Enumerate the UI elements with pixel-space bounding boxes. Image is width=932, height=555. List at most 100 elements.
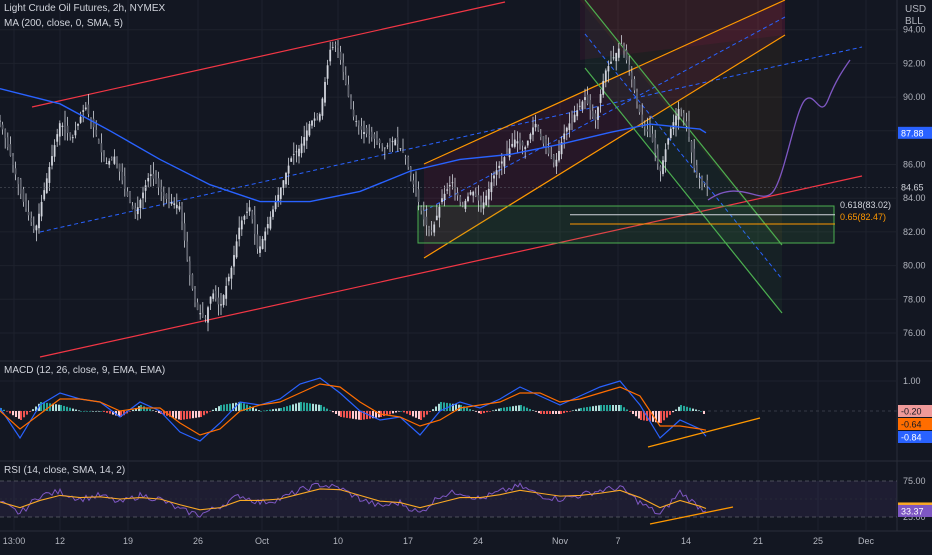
macd-histogram-bar: [255, 408, 257, 411]
candle-body: [183, 223, 186, 241]
macd-histogram-bar: [215, 408, 217, 411]
candle-body: [196, 302, 199, 310]
last-price-tag: 84.65: [901, 183, 924, 193]
candle-body: [365, 127, 368, 134]
macd-value-tag: -0.64: [901, 420, 922, 430]
candle-body: [526, 140, 529, 146]
macd-histogram-bar: [598, 405, 600, 411]
candle-body: [378, 139, 381, 144]
macd-histogram-bar: [289, 405, 291, 411]
macd-histogram-bar: [123, 411, 125, 416]
candle-body: [373, 134, 376, 139]
x-tick-label: 14: [681, 536, 691, 546]
macd-histogram-bar: [58, 404, 60, 411]
macd-histogram-bar: [238, 402, 240, 411]
candle-body: [149, 174, 152, 176]
candle-body: [339, 51, 342, 60]
macd-histogram-bar: [272, 409, 274, 411]
macd-histogram-bar: [132, 409, 134, 411]
macd-histogram-bar: [283, 407, 285, 411]
candle-body: [342, 62, 345, 72]
candle-body: [170, 201, 173, 204]
candle-body: [513, 139, 516, 147]
macd-histogram-bar: [326, 408, 328, 411]
candle-body: [95, 129, 98, 135]
macd-histogram-bar: [492, 410, 494, 411]
macd-histogram-bar: [75, 409, 77, 411]
candle-body: [131, 205, 134, 209]
candle-body: [74, 130, 77, 136]
candle-body: [35, 225, 38, 231]
candle-body: [25, 201, 27, 209]
macd-histogram-bar: [46, 402, 48, 411]
candle-body: [563, 133, 566, 140]
x-tick-label: 13:00: [3, 536, 26, 546]
candle-body: [246, 211, 248, 213]
macd-histogram-bar: [392, 411, 394, 414]
candle-body: [690, 141, 693, 153]
macd-histogram-bar: [543, 411, 545, 414]
candle-body: [69, 132, 72, 137]
macd-histogram-bar: [292, 404, 294, 411]
candle-body: [558, 151, 560, 161]
candle-body: [612, 57, 615, 59]
candle-body: [495, 170, 498, 175]
macd-histogram-bar: [260, 411, 262, 412]
rsi-ma-line: [0, 488, 707, 511]
macd-histogram-bar: [429, 411, 431, 412]
macd-histogram-bar: [555, 411, 557, 414]
candle-body: [204, 317, 207, 319]
macd-histogram-bar: [489, 411, 491, 412]
macd-histogram-bar: [515, 405, 517, 411]
macd-histogram-bar: [629, 411, 631, 412]
candle-body: [685, 121, 688, 126]
rsi-line: [0, 482, 707, 518]
candle-body: [77, 123, 79, 126]
candle-body: [144, 185, 147, 191]
macd-histogram-bar: [198, 411, 200, 418]
candle-body: [318, 114, 321, 121]
macd-histogram-bar: [12, 411, 14, 416]
macd-histogram-bar: [158, 411, 160, 414]
candle-body: [347, 84, 350, 97]
macd-histogram-bar: [43, 402, 45, 411]
macd-histogram-bar: [375, 411, 377, 418]
rsi-divergence-line: [649, 506, 734, 525]
macd-histogram-bar: [449, 403, 451, 411]
macd-histogram-bar: [606, 405, 608, 411]
macd-histogram-bar: [343, 411, 345, 418]
macd-histogram-bar: [615, 405, 617, 411]
macd-histogram-bar: [306, 402, 308, 411]
macd-histogram-bar: [483, 411, 485, 414]
candle-body: [66, 125, 69, 134]
macd-histogram-bar: [618, 405, 620, 411]
candle-body: [383, 147, 386, 149]
candle-body: [147, 177, 150, 182]
candle-body: [194, 288, 196, 303]
x-tick-label: Oct: [255, 536, 270, 546]
candle-body: [285, 172, 287, 185]
macd-histogram-bar: [172, 411, 174, 418]
macd-histogram-bar: [152, 410, 154, 411]
macd-tick-label: 1.00: [903, 376, 921, 386]
macd-histogram-bar: [129, 411, 131, 412]
macd-histogram-bar: [149, 409, 151, 411]
y-tick-label: 80.00: [903, 261, 926, 271]
macd-histogram-bar: [626, 409, 628, 411]
candle-body: [1, 124, 4, 130]
macd-histogram-bar: [369, 411, 371, 419]
candle-body: [435, 215, 438, 221]
candle-body: [451, 182, 454, 184]
candle-body: [568, 123, 571, 131]
macd-histogram-bar: [175, 411, 177, 419]
candle-body: [178, 206, 181, 210]
candle-body: [482, 202, 485, 209]
candle-body: [589, 100, 592, 111]
macd-histogram-bar: [163, 411, 165, 415]
macd-histogram-bar: [169, 411, 171, 417]
candle-body: [542, 136, 545, 144]
candle-body: [415, 182, 417, 194]
candle-body: [230, 267, 233, 279]
candle-body: [71, 137, 74, 139]
candle-body: [92, 118, 95, 128]
